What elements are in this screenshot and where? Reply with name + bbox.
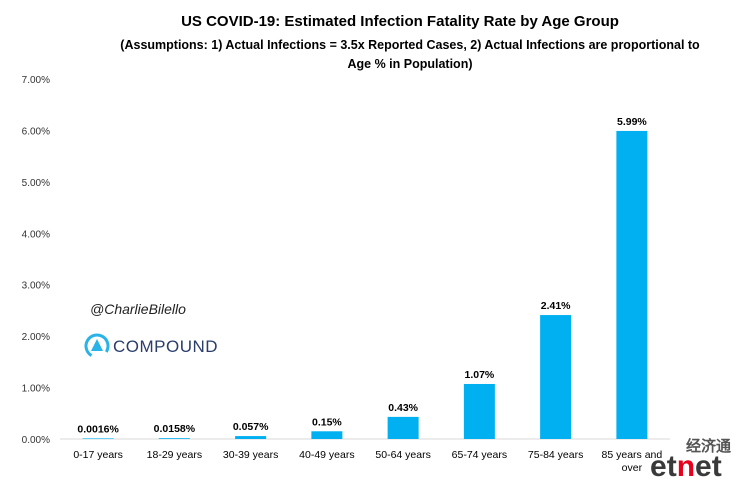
bar [235, 436, 267, 439]
chart-subtitle-line-2: Age % in Population) [348, 57, 473, 71]
bar-data-label: 0.0016% [77, 423, 119, 435]
y-tick-label: 1.00% [22, 384, 50, 395]
category-label: 85 years and [602, 449, 663, 461]
y-tick-label: 3.00% [22, 281, 50, 292]
category-label: over [622, 462, 643, 474]
y-axis: 0.00% 1.00% 2.00% 3.00% 4.00% 5.00% 6.00% 7.00% [22, 75, 50, 446]
bar [463, 383, 495, 439]
bar-data-label: 1.07% [464, 369, 494, 381]
category-label: 0-17 years [73, 449, 123, 461]
y-tick-label: 0.00% [22, 435, 50, 446]
bar-data-label: 2.41% [541, 300, 571, 312]
y-tick-label: 5.00% [22, 178, 50, 189]
chart-subtitle-line-1: (Assumptions: 1) Actual Infections = 3.5… [120, 38, 700, 52]
bar-data-label: 0.43% [388, 402, 418, 414]
y-tick-label: 7.00% [22, 75, 50, 86]
site-logo: 经济通 etnet [650, 437, 731, 481]
bar [82, 438, 114, 439]
bar [311, 431, 343, 439]
y-tick-label: 2.00% [22, 332, 50, 343]
watermark: @CharlieBilello COMPOUND [84, 301, 218, 359]
watermark-handle: @CharlieBilello [90, 301, 186, 317]
bar [540, 315, 572, 439]
data-labels: 0.0016% 0.0158% 0.057% 0.15% 0.43% 1.07% 2.41%… [77, 116, 647, 435]
category-label: 40-49 years [299, 449, 354, 461]
bar [387, 416, 419, 439]
category-label: 75-84 years [528, 449, 583, 461]
bar [616, 130, 648, 439]
site-logo-cn: 经济通 [686, 437, 731, 455]
bar-data-label: 0.15% [312, 416, 342, 428]
bar [158, 438, 190, 439]
compound-logo-icon [84, 333, 110, 359]
category-label: 30-39 years [223, 449, 278, 461]
bar-data-label: 5.99% [617, 116, 647, 128]
y-tick-label: 4.00% [22, 229, 50, 240]
site-logo-en: etnet [650, 450, 722, 481]
bars [82, 130, 648, 439]
category-label: 65-74 years [452, 449, 507, 461]
category-label: 18-29 years [147, 449, 202, 461]
chart-title-group: US COVID-19: Estimated Infection Fatalit… [120, 13, 700, 71]
bar-data-label: 0.057% [233, 421, 269, 433]
bar-data-label: 0.0158% [154, 423, 196, 435]
watermark-brand: COMPOUND [113, 337, 218, 356]
category-label: 50-64 years [375, 449, 430, 461]
category-labels: 0-17 years 18-29 years 30-39 years 40-49 ye… [73, 449, 662, 474]
y-tick-label: 6.00% [22, 126, 50, 137]
chart-title: US COVID-19: Estimated Infection Fatalit… [181, 13, 619, 30]
